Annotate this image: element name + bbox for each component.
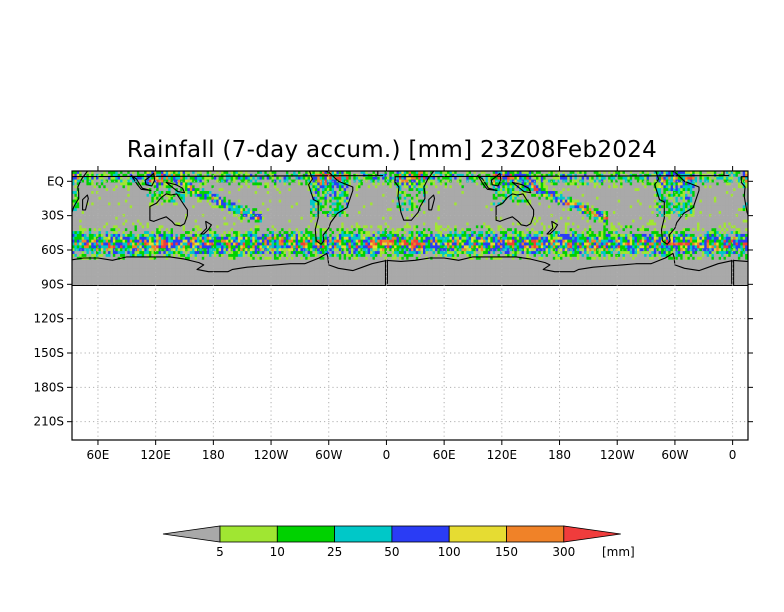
colorbar-segment <box>162 525 221 543</box>
x-tick-label: 180 <box>548 448 571 462</box>
x-tick-label: 120E <box>487 448 518 462</box>
colorbar-segment <box>334 525 393 543</box>
colorbar-level-label: 5 <box>216 545 224 559</box>
colorbar-level-label: 10 <box>270 545 285 559</box>
gridlines <box>72 171 748 440</box>
y-tick-label: 180S <box>33 380 64 394</box>
y-tick-label: 120S <box>33 312 64 326</box>
colorbar-units: [mm] <box>602 545 635 559</box>
x-tick-label: 60E <box>87 448 110 462</box>
colorbar-segment <box>391 525 450 543</box>
colorbar-segment <box>506 525 565 543</box>
x-tick-label: 60W <box>661 448 688 462</box>
colorbar-segment <box>219 525 278 543</box>
x-tick-label: 120W <box>600 448 635 462</box>
colorbar-level-label: 25 <box>327 545 342 559</box>
x-tick-label: 0 <box>729 448 737 462</box>
map-frame <box>71 170 749 441</box>
y-tick-label: 30S <box>41 209 64 223</box>
x-tick-label: 120W <box>254 448 289 462</box>
colorbar-level-label: 150 <box>495 545 518 559</box>
x-tick-label: 60E <box>433 448 456 462</box>
x-axis: 60E 120E 180 120W 60W 0 60E 120E 180 120W 60W 0 <box>87 166 737 462</box>
y-tick-label: 60S <box>41 243 64 257</box>
x-tick-label: 0 <box>383 448 391 462</box>
y-axis: EQ 30S 60S 90S 120S 150S 180S 210S <box>33 174 753 429</box>
chart-title: Rainfall (7-day accum.) [mm] 23Z08Feb202… <box>126 137 658 163</box>
x-tick-label: 60W <box>315 448 342 462</box>
colorbar-segment <box>276 525 335 543</box>
colorbar: 5 10 25 50 100 150 300 [mm] <box>162 525 635 559</box>
colorbar-level-label: 100 <box>438 545 461 559</box>
colorbar-segment <box>563 525 621 543</box>
x-tick-label: 120E <box>140 448 171 462</box>
colorbar-segment <box>448 525 507 543</box>
y-tick-label: 210S <box>33 415 64 429</box>
x-tick-label: 180 <box>202 448 225 462</box>
colorbar-level-label: 300 <box>552 545 575 559</box>
coastlines <box>72 171 748 287</box>
y-tick-label: EQ <box>47 174 64 188</box>
y-tick-label: 90S <box>41 277 64 291</box>
colorbar-level-label: 50 <box>384 545 399 559</box>
y-tick-label: 150S <box>33 346 64 360</box>
